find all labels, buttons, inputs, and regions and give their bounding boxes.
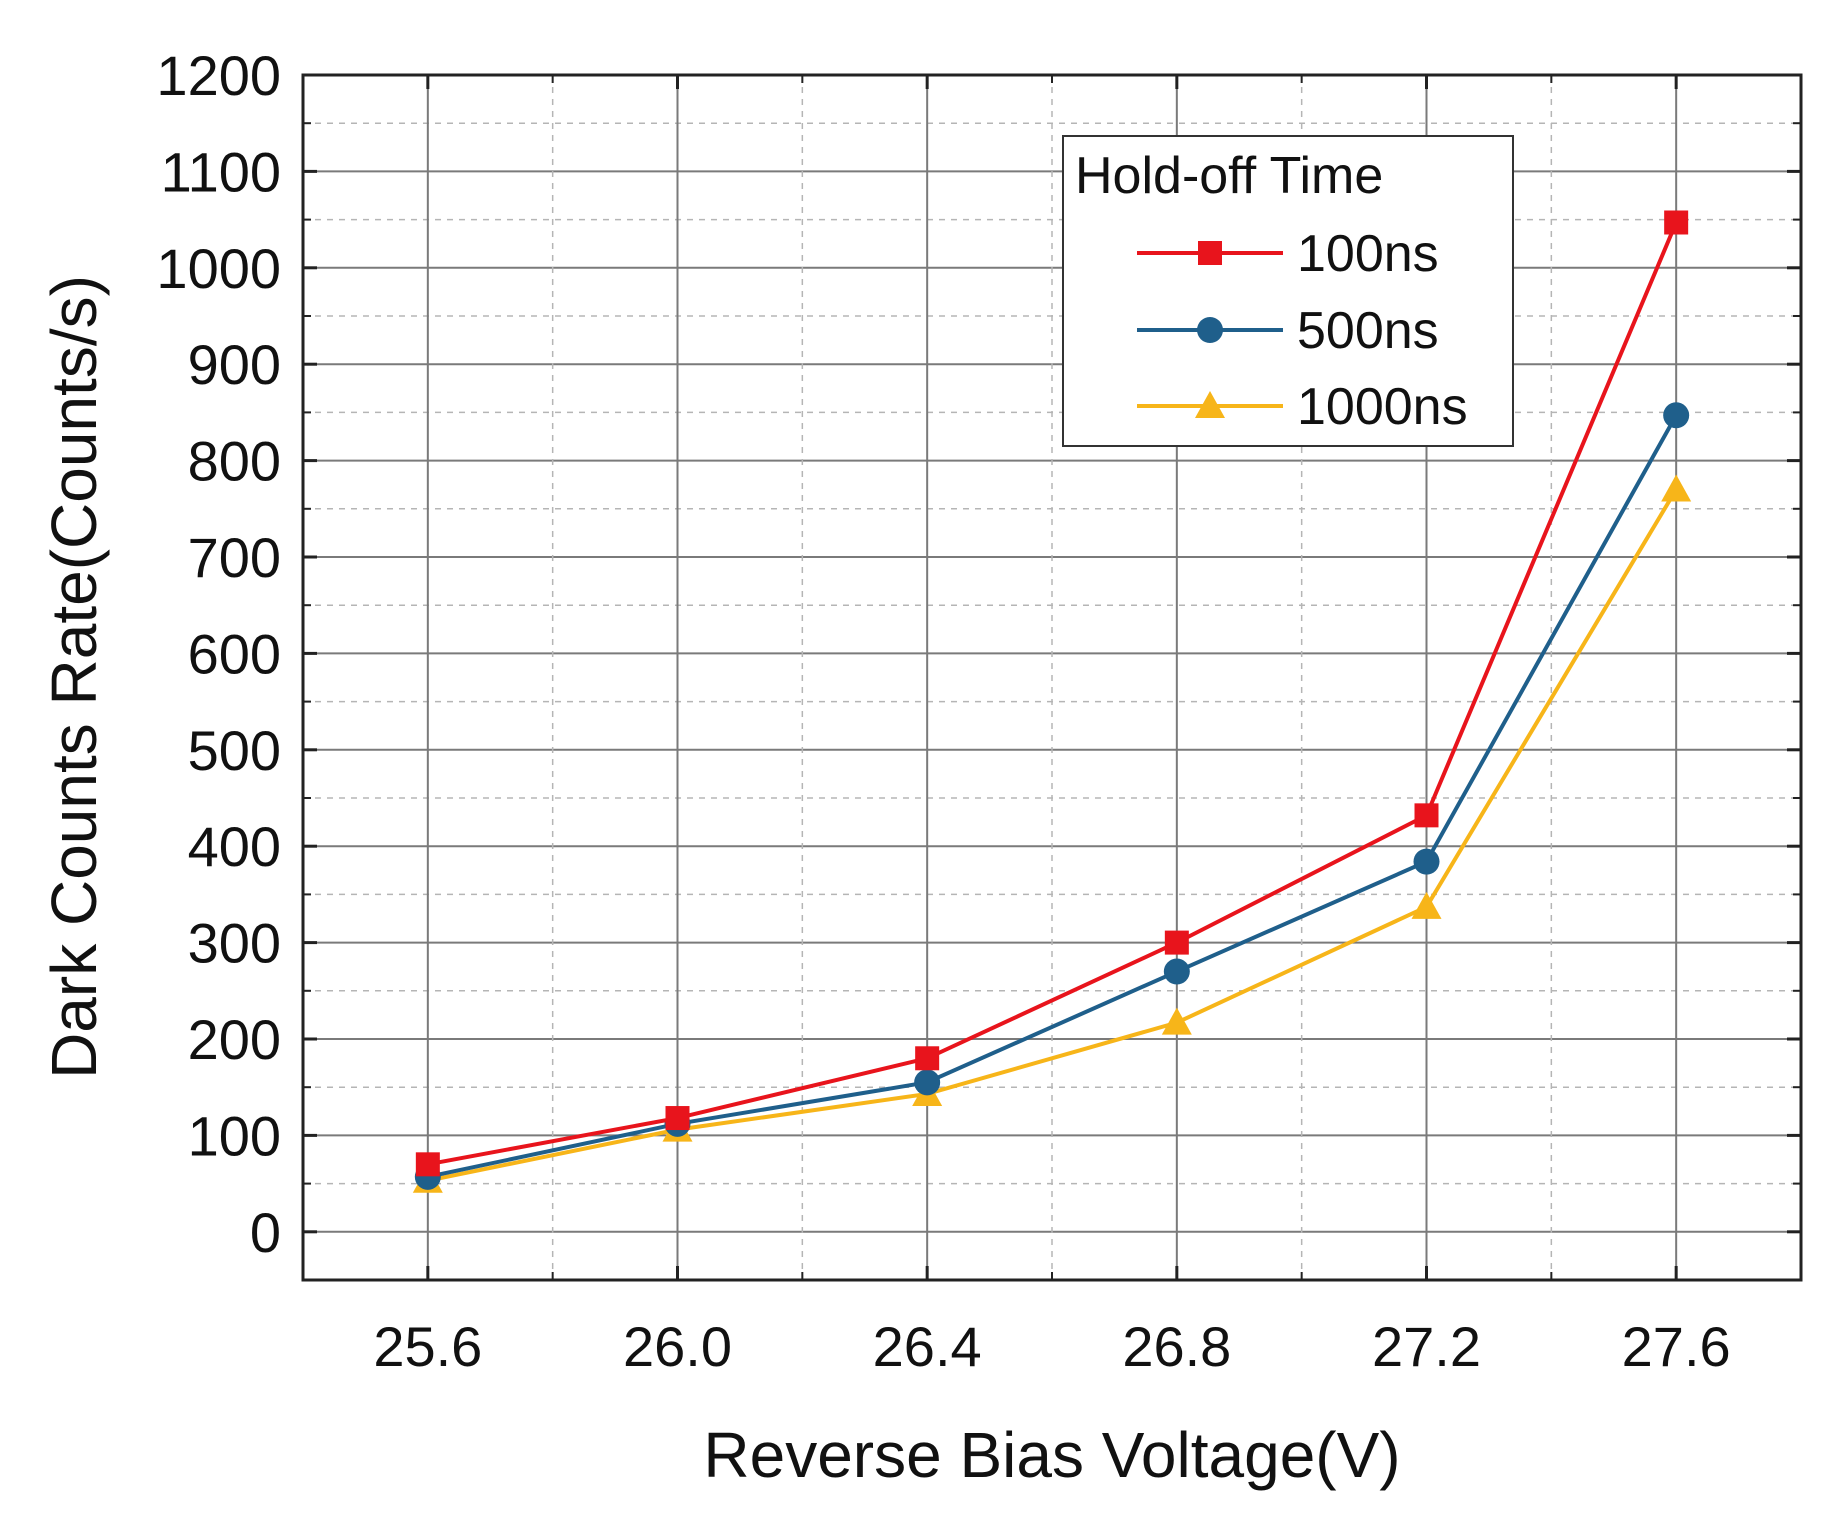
- x-tick-label: 26.4: [873, 1315, 982, 1378]
- data-point-100ns: [1164, 930, 1189, 955]
- data-point-500ns: [1663, 402, 1690, 429]
- y-tick-label: 1200: [156, 44, 281, 107]
- legend-box: [1062, 135, 1514, 447]
- grid-lines: [303, 74, 1801, 1280]
- y-tick-label: 100: [188, 1104, 281, 1167]
- data-point-500ns: [1413, 848, 1440, 875]
- data-point-100ns: [1664, 210, 1689, 235]
- y-tick-label: 700: [188, 526, 281, 589]
- legend: Hold-off Time 100ns 500ns 1000ns: [1062, 135, 1514, 447]
- legend-label-1000ns: 1000ns: [1297, 378, 1468, 436]
- data-point-1000ns: [1661, 474, 1692, 502]
- data-series: [412, 210, 1692, 1193]
- series-line-100ns: [427, 221, 1679, 1167]
- y-tick-label: 200: [188, 1008, 281, 1071]
- y-tick-label: 400: [188, 815, 281, 878]
- y-tick-label: 1100: [161, 140, 281, 203]
- legend-title: Hold-off Time: [1075, 147, 1383, 205]
- legend-label-500ns: 500ns: [1297, 302, 1439, 360]
- data-point-100ns: [415, 1152, 440, 1177]
- y-axis-title: Dark Counts Rate(Counts/s): [38, 275, 110, 1079]
- x-axis-title: Reverse Bias Voltage(V): [703, 1419, 1400, 1491]
- y-tick-label: 1000: [156, 237, 281, 300]
- series-line-500ns: [427, 414, 1678, 1179]
- axis-ticks: 0 100 200 300 400 500 600 700 800 900 1000 1100 1200…: [156, 44, 1801, 1378]
- data-point-100ns: [1414, 803, 1439, 828]
- legend-marker-500ns: [1197, 317, 1223, 343]
- x-tick-label: 26.0: [623, 1315, 732, 1378]
- legend-item-500ns: 500ns: [1137, 302, 1439, 360]
- x-tick-label: 26.8: [1122, 1315, 1231, 1378]
- x-tick-label: 27.2: [1372, 1315, 1481, 1378]
- x-tick-label: 27.6: [1622, 1315, 1731, 1378]
- data-point-1000ns: [1161, 1007, 1192, 1035]
- data-point-100ns: [665, 1106, 690, 1131]
- y-tick-label: 900: [188, 333, 281, 396]
- y-tick-label: 500: [188, 719, 281, 782]
- data-point-500ns: [914, 1069, 941, 1096]
- y-tick-label: 800: [188, 430, 281, 493]
- legend-label-100ns: 100ns: [1297, 225, 1439, 283]
- legend-items: 100ns 500ns 1000ns: [1137, 225, 1468, 436]
- data-point-500ns: [1163, 958, 1190, 985]
- series-100ns: [415, 210, 1689, 1177]
- legend-item-100ns: 100ns: [1137, 225, 1439, 283]
- legend-item-1000ns: 1000ns: [1137, 378, 1468, 436]
- y-tick-label: 300: [188, 912, 281, 975]
- y-tick-label: 0: [250, 1201, 281, 1264]
- series-line-1000ns: [427, 488, 1678, 1183]
- data-point-1000ns: [1411, 891, 1442, 919]
- y-tick-label: 600: [188, 622, 281, 685]
- x-tick-label: 25.6: [373, 1315, 482, 1378]
- legend-marker-100ns: [1198, 241, 1222, 265]
- legend-marker-1000ns: [1195, 391, 1225, 418]
- data-point-100ns: [915, 1046, 940, 1071]
